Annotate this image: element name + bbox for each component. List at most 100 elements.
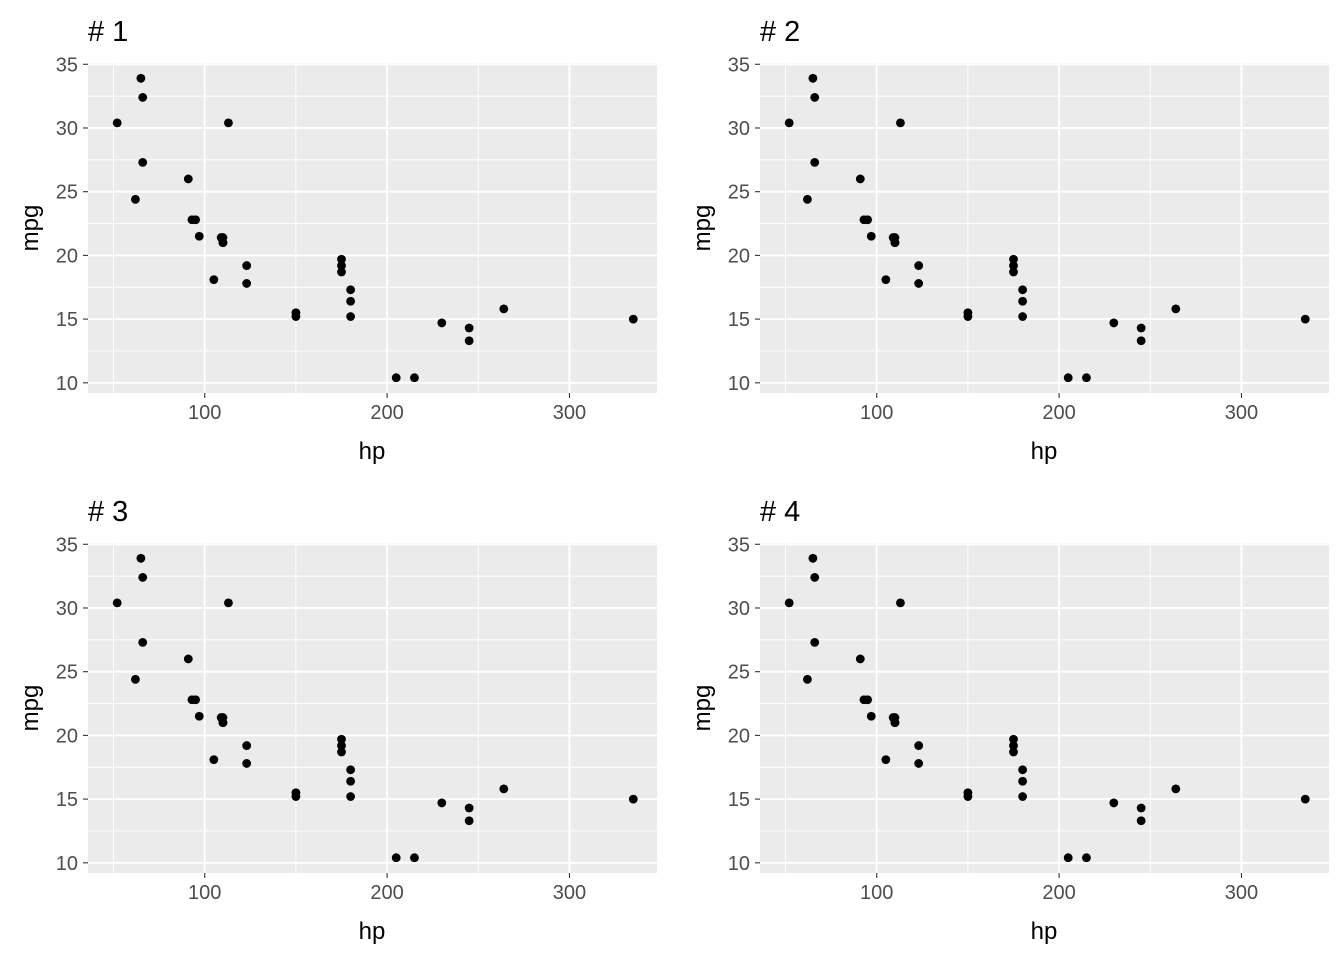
data-points [784,553,1310,863]
data-point [242,261,252,270]
x-tick-label: 200 [1042,402,1075,424]
data-point [464,323,474,333]
data-point [391,373,401,383]
data-point [855,174,865,184]
data-point [138,157,148,167]
chart-panel-2: # 2 10 15 20 25 30 35 100 200 300 hp mpg [672,0,1344,485]
data-point [1009,734,1018,744]
data-point [1018,776,1028,786]
data-point [628,794,638,804]
scatter-chart-4: # 4 10 15 20 25 30 35 100 200 300 hp mpg [689,496,1329,945]
data-point [1300,794,1310,804]
x-tick-label: 300 [1225,402,1258,424]
data-point [896,598,905,608]
data-point [1018,296,1028,306]
x-tick-label: 100 [188,882,221,904]
data-point [131,674,140,684]
scatter-chart-3: # 3 10 15 20 25 30 35 100 200 300 hp mpg [17,496,657,945]
y-tick-label: 25 [56,182,78,204]
data-point [242,741,252,750]
grid-lines [88,63,657,393]
data-point [1171,784,1181,794]
data-point [888,713,898,722]
data-point [337,747,346,757]
y-tick-label: 30 [56,598,78,620]
data-point [183,654,193,664]
data-point [112,598,122,608]
data-point [1136,323,1146,333]
data-point [1009,261,1018,270]
data-point [291,792,301,801]
data-point [1063,853,1073,863]
data-point [808,73,818,83]
data-point [1018,312,1028,321]
data-point [499,784,509,794]
data-point [242,759,252,768]
y-axis-title: mpg [17,685,44,732]
chart-panel-1: # 1 10 15 20 25 30 35 100 200 300 hp mpg [0,0,672,485]
y-tick-label: 10 [56,853,78,875]
data-point [346,312,356,321]
y-tick-labels: 10 15 20 25 30 35 [56,54,88,395]
data-point [810,573,820,582]
y-tick-label: 25 [728,182,750,204]
x-tick-label: 200 [370,882,403,904]
y-tick-label: 15 [56,309,78,331]
y-tick-label: 20 [56,245,78,267]
chart-title: # 4 [760,496,800,528]
data-point [963,312,973,321]
data-point [131,194,140,204]
data-point [138,573,148,582]
y-tick-label: 10 [728,853,750,875]
data-point [803,194,812,204]
data-point [194,711,204,721]
data-point [1300,314,1310,324]
data-point [914,759,924,768]
data-point [136,553,146,563]
data-point [499,304,509,314]
y-tick-label: 25 [56,662,78,684]
y-tick-label: 25 [728,662,750,684]
data-point [1009,741,1018,750]
data-point [216,233,226,242]
y-tick-label: 15 [56,789,78,811]
data-points [784,73,1310,383]
data-point [337,741,346,750]
data-point [1018,765,1028,775]
data-point [136,73,146,83]
data-point [1009,747,1018,757]
plot-background [760,543,1329,873]
data-point [866,231,876,241]
data-point [863,215,872,225]
data-point [1136,803,1146,813]
data-point [888,233,898,242]
data-point [410,853,419,863]
data-point [784,598,794,608]
y-tick-labels: 10 15 20 25 30 35 [728,54,760,395]
x-tick-label: 300 [1225,882,1258,904]
data-point [337,734,346,744]
data-point [138,637,148,647]
data-point [855,654,865,664]
data-point [112,118,122,128]
plot-background [760,63,1329,393]
data-point [183,174,193,184]
y-tick-label: 35 [728,534,750,556]
data-point [464,816,474,826]
y-tick-label: 35 [728,54,750,76]
data-point [1082,853,1091,863]
data-point [963,792,973,801]
chart-title: # 2 [760,16,800,48]
data-points [112,73,638,383]
y-tick-label: 30 [728,118,750,140]
data-point [437,318,447,328]
y-tick-label: 10 [728,373,750,395]
data-point [346,285,356,295]
y-tick-label: 20 [728,245,750,267]
data-point [191,695,200,705]
y-tick-label: 10 [56,373,78,395]
data-point [209,755,219,765]
data-point [914,261,924,270]
x-axis-title: hp [1031,438,1058,465]
data-point [410,373,419,383]
